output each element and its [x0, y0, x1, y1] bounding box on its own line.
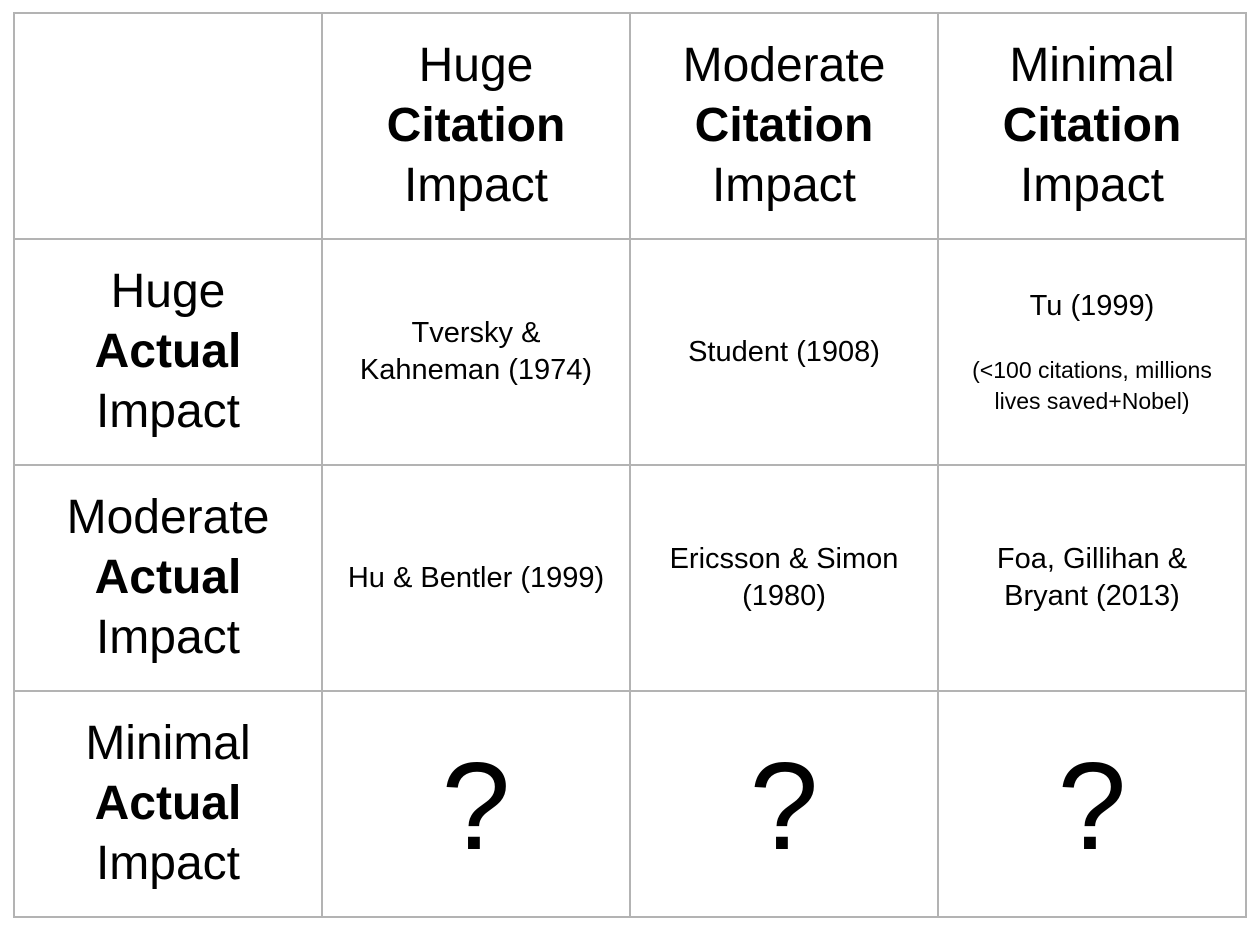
question-mark: ?: [441, 738, 511, 876]
column-header-line2: Citation: [694, 99, 874, 152]
cell-citation: Ericsson & Simon (1980): [669, 543, 899, 612]
cell-citation: Tversky & Kahneman (1974): [359, 317, 593, 386]
row-moderate-actual: Moderate Actual Impact Hu & Bentler (199…: [13, 464, 1247, 692]
matrix-cell: Tu (1999) (<100 citations, millions live…: [937, 238, 1247, 466]
column-header-line1: Huge: [418, 39, 534, 92]
column-header-line3: Impact: [403, 159, 549, 212]
corner-cell: [13, 12, 323, 240]
row-header-line2: Actual: [94, 777, 242, 830]
matrix-cell: Foa, Gillihan & Bryant (2013): [937, 464, 1247, 692]
matrix-cell: Hu & Bentler (1999): [321, 464, 631, 692]
column-header-line2: Citation: [386, 99, 566, 152]
matrix-cell: Ericsson & Simon (1980): [629, 464, 939, 692]
impact-matrix: Huge Citation Impact Moderate Citation I…: [13, 12, 1247, 918]
row-header-minimal-actual: Minimal Actual Impact: [13, 690, 323, 918]
row-header-line3: Impact: [95, 837, 241, 890]
matrix-cell: ?: [321, 690, 631, 918]
cell-note: (<100 citations, millions lives saved+No…: [972, 356, 1212, 414]
row-header-line2: Actual: [94, 551, 242, 604]
column-header-minimal-citation: Minimal Citation Impact: [937, 12, 1247, 240]
cell-citation: Hu & Bentler (1999): [347, 561, 605, 594]
question-mark: ?: [749, 738, 819, 876]
row-header-line1: Minimal: [85, 717, 251, 770]
row-header-line1: Huge: [110, 265, 226, 318]
row-minimal-actual: Minimal Actual Impact ? ? ?: [13, 690, 1247, 918]
row-header-huge-actual: Huge Actual Impact: [13, 238, 323, 466]
column-header-line3: Impact: [711, 159, 857, 212]
row-huge-actual: Huge Actual Impact Tversky & Kahneman (1…: [13, 238, 1247, 466]
cell-citation: Student (1908): [688, 335, 880, 368]
column-header-moderate-citation: Moderate Citation Impact: [629, 12, 939, 240]
row-header-line2: Actual: [94, 325, 242, 378]
row-header-line3: Impact: [95, 611, 241, 664]
row-header-moderate-actual: Moderate Actual Impact: [13, 464, 323, 692]
column-header-line2: Citation: [1002, 99, 1182, 152]
column-header-line3: Impact: [1019, 159, 1165, 212]
cell-citation: Tu (1999): [1029, 289, 1155, 322]
matrix-cell: ?: [629, 690, 939, 918]
header-row: Huge Citation Impact Moderate Citation I…: [13, 12, 1247, 240]
column-header-line1: Minimal: [1009, 39, 1175, 92]
row-header-line1: Moderate: [66, 491, 270, 544]
matrix-cell: ?: [937, 690, 1247, 918]
column-header-huge-citation: Huge Citation Impact: [321, 12, 631, 240]
cell-citation: Foa, Gillihan & Bryant (2013): [996, 543, 1188, 612]
column-header-line1: Moderate: [682, 39, 886, 92]
matrix-cell: Tversky & Kahneman (1974): [321, 238, 631, 466]
matrix-cell: Student (1908): [629, 238, 939, 466]
question-mark: ?: [1057, 738, 1127, 876]
row-header-line3: Impact: [95, 385, 241, 438]
